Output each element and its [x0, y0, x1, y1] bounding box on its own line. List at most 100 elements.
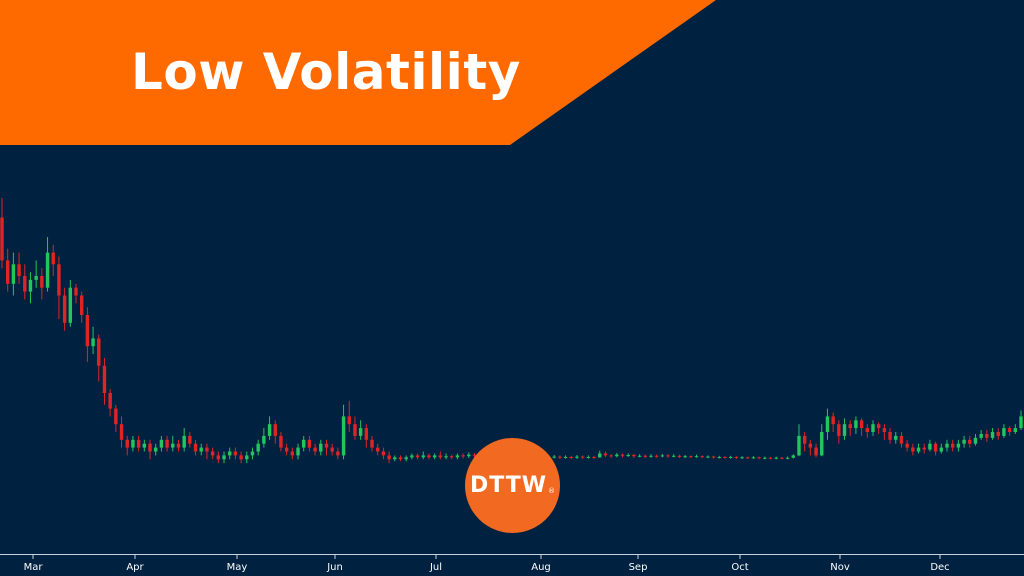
candle-body [91, 338, 95, 347]
candle-body [666, 455, 670, 457]
candle-body [376, 447, 380, 452]
candle-body [842, 424, 847, 436]
candle-body [552, 456, 556, 458]
candle-body [256, 443, 260, 452]
candle-body [228, 451, 232, 456]
candle-body [933, 443, 938, 452]
candle-body [871, 424, 875, 432]
candle-body [250, 451, 255, 456]
candle-body [153, 447, 158, 452]
candle-body [398, 457, 403, 460]
candle-body [859, 420, 864, 429]
candle-body [922, 447, 926, 450]
candle-body [239, 455, 243, 460]
candle-body [968, 439, 972, 444]
candle-body [734, 456, 739, 458]
candle-body [706, 456, 710, 458]
candle-body [284, 447, 289, 452]
candle-body [962, 439, 966, 444]
candle-body [979, 433, 983, 438]
candle-body [404, 457, 408, 460]
x-tick-label: May [227, 562, 248, 573]
candle-body [814, 447, 818, 456]
candle-body [136, 439, 141, 448]
candle-body [307, 439, 312, 448]
candle-body [114, 408, 118, 425]
candle-body [330, 447, 334, 452]
candle-body [438, 455, 443, 458]
candle-body [1019, 416, 1023, 429]
candle-body [370, 439, 374, 448]
candle-body [450, 456, 454, 458]
candle-body [381, 451, 386, 456]
candle-body [626, 455, 630, 457]
candle-body [672, 455, 676, 457]
candle-body [677, 455, 682, 457]
candle-body [467, 454, 471, 457]
candle-body [848, 424, 852, 429]
candle-body [802, 435, 807, 444]
candle-body [632, 455, 636, 457]
candle-body [142, 443, 147, 448]
candle-body [34, 276, 38, 280]
candle-body [757, 457, 761, 459]
x-tick-label: Oct [731, 562, 748, 573]
candle-body [17, 264, 21, 276]
candle-body [785, 457, 790, 459]
candle-body [176, 443, 181, 448]
candle-body [119, 424, 124, 440]
candle-body [1007, 428, 1012, 432]
candle-body [808, 443, 813, 448]
candle-body [302, 439, 306, 448]
candle-body [905, 443, 909, 448]
candle-body [0, 217, 4, 261]
candle-body [888, 432, 892, 440]
candle-body [45, 252, 50, 288]
x-tick-label: Apr [126, 562, 144, 573]
candle-body [580, 456, 585, 458]
candle-body [205, 447, 209, 452]
candle-body [159, 439, 164, 448]
candle-body [1002, 428, 1006, 436]
candle-body [62, 295, 67, 323]
candle-body [689, 456, 693, 458]
candle-body [5, 260, 10, 284]
candle-body [432, 455, 437, 458]
x-tick-label: Dec [930, 562, 949, 573]
candle-body [763, 457, 767, 459]
candle-body [210, 451, 215, 456]
candle-body [393, 457, 397, 460]
candle-body [820, 432, 824, 456]
candle-body [854, 420, 858, 429]
candle-body [193, 443, 198, 452]
candle-body [876, 424, 881, 429]
candle-body [461, 455, 465, 457]
candle-body [575, 456, 579, 458]
candle-body [746, 457, 750, 459]
candle-body [928, 443, 932, 450]
candle-body [57, 264, 61, 296]
candle-body [649, 455, 653, 457]
candle-body [353, 424, 357, 436]
candle-body [415, 455, 420, 458]
candle-body [637, 455, 642, 457]
candle-body [267, 424, 272, 436]
x-tick-label: Nov [830, 562, 850, 573]
candle-body [723, 456, 727, 458]
candle-body [40, 276, 44, 288]
candle-body [182, 435, 186, 448]
candle-body [825, 416, 830, 432]
candle-body [592, 456, 596, 458]
candle-body [79, 295, 84, 315]
candle-body [319, 443, 323, 452]
candle-body [108, 393, 112, 409]
candle-body [899, 435, 904, 444]
candle-body [911, 447, 915, 452]
candle-body [364, 428, 369, 440]
candle-body [916, 447, 921, 452]
candle-body [125, 439, 129, 448]
candle-body [23, 276, 27, 292]
candle-body [865, 428, 870, 432]
